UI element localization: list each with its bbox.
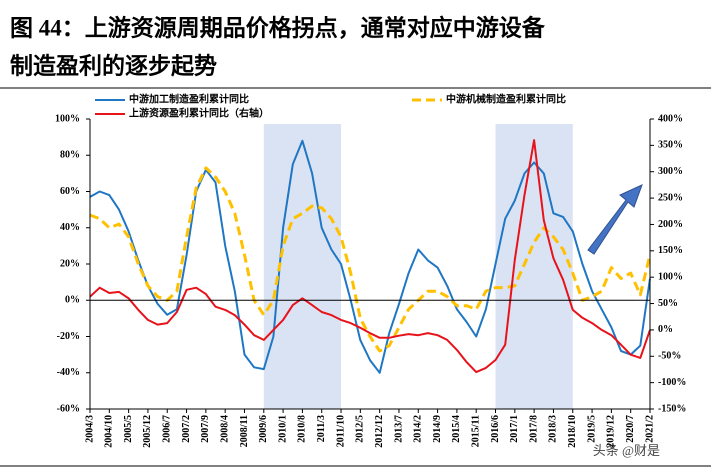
y2-tick-label: 400% <box>658 113 683 124</box>
x-tick-label: 2015/11 <box>471 415 482 447</box>
x-tick-label: 2020/7 <box>625 415 636 443</box>
series-line <box>89 166 652 353</box>
shade-layer <box>263 124 573 409</box>
x-tick-label: 2012/12 <box>374 415 385 448</box>
series-line <box>89 139 651 374</box>
y2-tick-label: 150% <box>658 245 683 256</box>
y-tick-label: 80% <box>60 150 80 161</box>
legend-label: 上游资源盈利累计同比（右轴） <box>129 106 269 119</box>
x-tick-label: 2012/5 <box>355 415 366 443</box>
trend-arrow <box>587 184 643 255</box>
x-tick-label: 2021/2 <box>644 415 655 443</box>
x-tick-label: 2017/8 <box>528 415 539 443</box>
line-layer <box>89 139 652 374</box>
shaded-period <box>263 124 342 409</box>
x-tick-label: 2016/6 <box>490 415 501 443</box>
x-tick-label: 2018/3 <box>548 415 559 443</box>
y-tick-label: -60% <box>57 403 80 414</box>
x-tick-label: 2014/2 <box>413 415 424 443</box>
x-tick-label: 2004/10 <box>104 415 115 448</box>
watermark: 头条 @财是 <box>593 443 660 458</box>
y-tick-label: -20% <box>57 331 80 342</box>
legend-label: 中游加工制造盈利累计同比 <box>129 92 249 105</box>
y2-tick-label: -150% <box>658 403 686 414</box>
y2-tick-label: 250% <box>658 192 683 203</box>
y-tick-label: 100% <box>55 113 80 124</box>
y2-tick-label: -100% <box>658 377 686 388</box>
x-tick-label: 2015/4 <box>451 415 462 443</box>
x-tick-label: 2008/4 <box>219 415 230 443</box>
x-tick-label: 2017/1 <box>509 415 520 443</box>
x-tick-label: 2011/3 <box>316 415 327 442</box>
y2-tick-label: 0% <box>658 324 673 335</box>
chart-title: 图 44：上游资源周期品价格拐点，通常对应中游设备 <box>10 14 546 40</box>
y-tick-label: 40% <box>60 222 80 233</box>
x-tick-label: 2004/3 <box>84 415 95 443</box>
series-line <box>89 139 651 374</box>
x-tick-label: 2008/11 <box>239 415 250 447</box>
x-tick-label: 2010/8 <box>297 415 308 443</box>
x-tick-label: 2019/12 <box>606 415 617 448</box>
y-tick-label: 20% <box>60 258 80 269</box>
y2-tick-label: 200% <box>658 219 683 230</box>
y-tick-label: 60% <box>60 186 80 197</box>
chart-title: 制造盈利的逐步起势 <box>10 52 217 78</box>
shaded-period <box>495 124 573 409</box>
y-tick-label: -40% <box>57 367 80 378</box>
x-tick-label: 2019/5 <box>586 415 597 443</box>
x-tick-label: 2013/7 <box>393 415 404 443</box>
x-tick-label: 2010/1 <box>277 415 288 443</box>
x-tick-label: 2009/6 <box>258 415 269 443</box>
x-tick-label: 2006/7 <box>162 415 173 443</box>
x-tick-label: 2005/5 <box>123 415 134 443</box>
x-tick-label: 2007/2 <box>181 415 192 443</box>
x-tick-label: 2018/10 <box>567 415 578 448</box>
y2-tick-label: 350% <box>658 140 683 151</box>
x-tick-label: 2005/12 <box>142 415 153 448</box>
y2-tick-label: 100% <box>658 271 683 282</box>
y2-tick-label: 50% <box>658 298 678 309</box>
y2-tick-label: 300% <box>658 166 683 177</box>
y2-tick-label: -50% <box>658 351 681 362</box>
x-tick-label: 2007/9 <box>200 415 211 443</box>
x-tick-label: 2011/10 <box>335 415 346 447</box>
y-tick-label: 0% <box>65 295 80 306</box>
x-tick-label: 2014/9 <box>432 415 443 443</box>
legend-label: 中游机械制造盈利累计同比 <box>446 92 566 105</box>
